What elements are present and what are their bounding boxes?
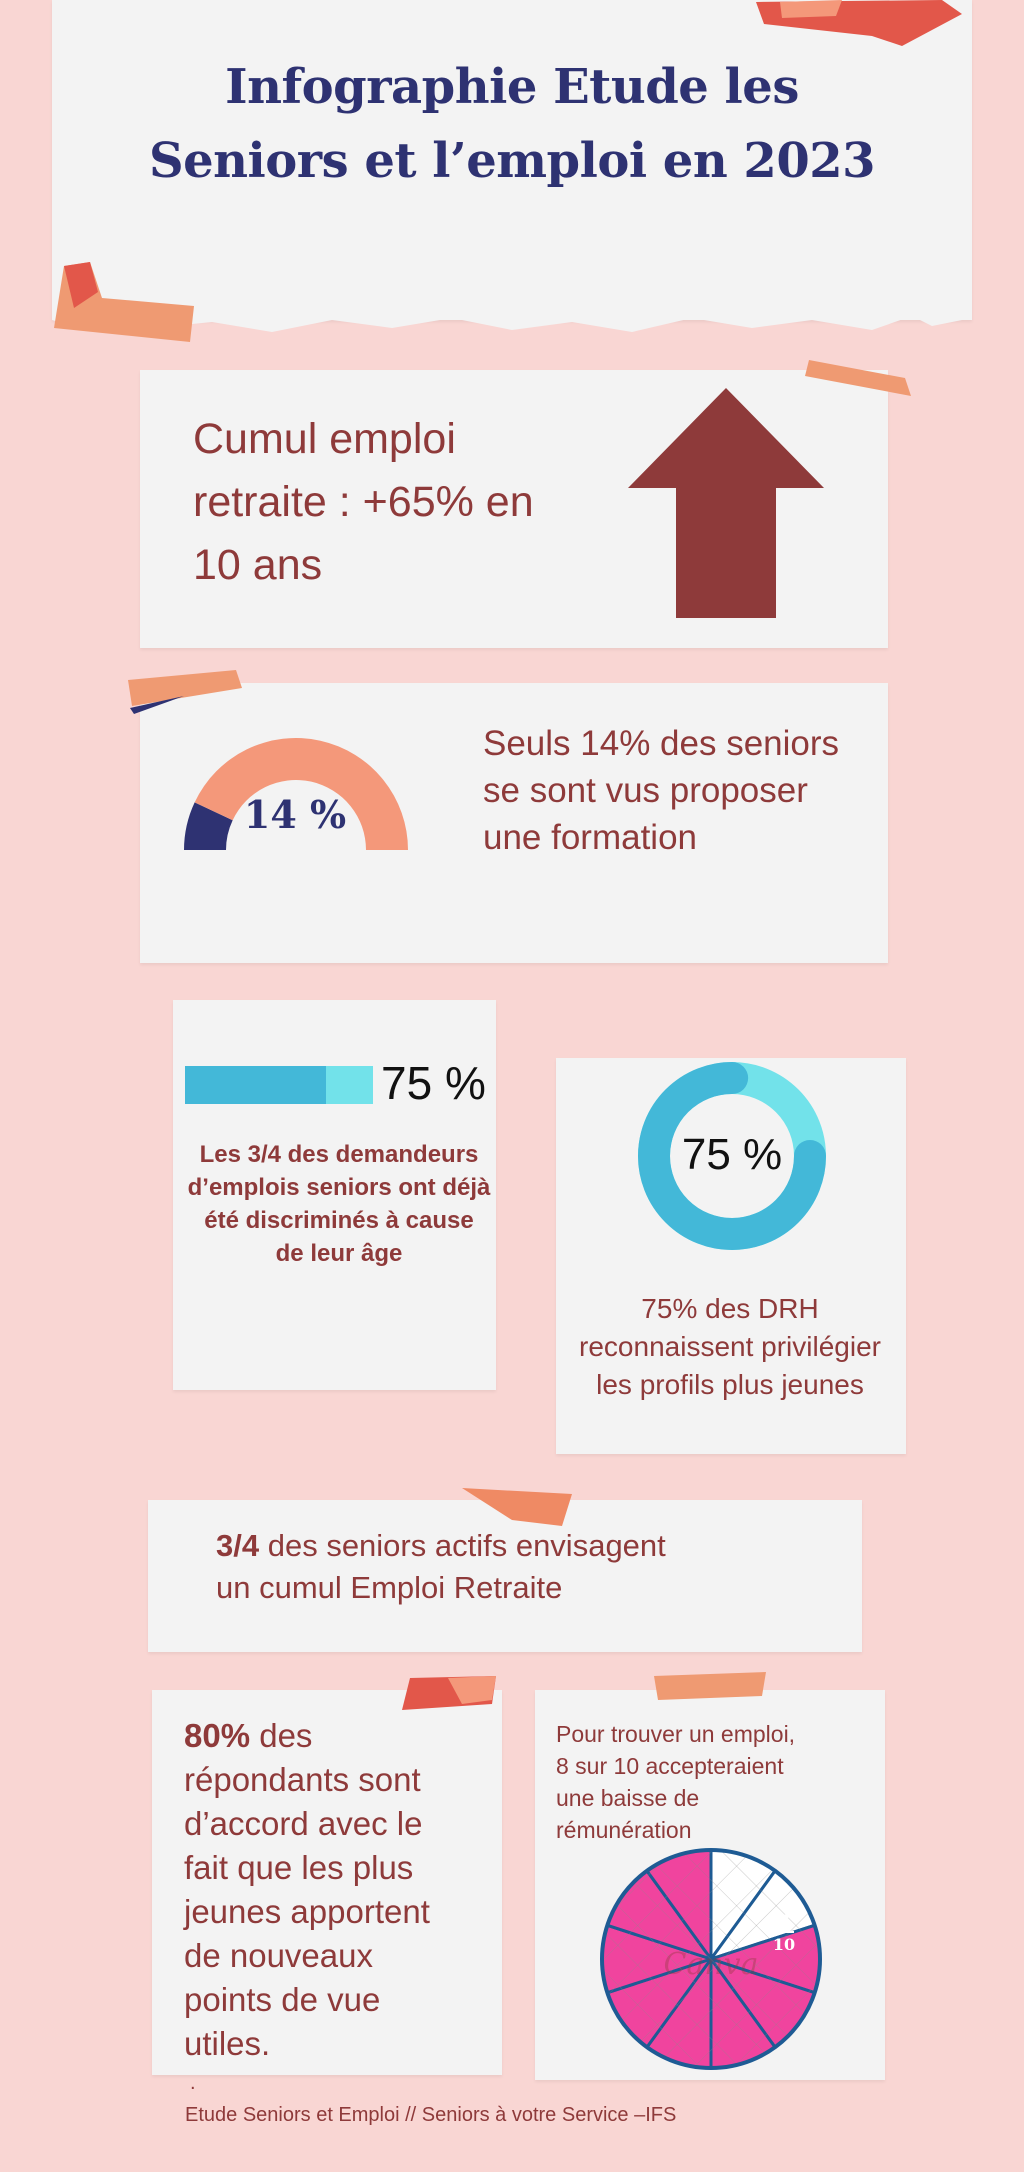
gauge-remainder-segment [194, 738, 408, 850]
cumul-envisage-text: 3/4 des seniors actifs envisagent un cum… [216, 1528, 666, 1605]
discrimination-card [173, 1000, 496, 1390]
arrow-up-icon [628, 388, 824, 618]
title-line-1: Infographie Etude les [225, 59, 799, 115]
tape-decoration [402, 1676, 496, 1710]
progress-bar-fill [185, 1066, 326, 1104]
tape-decoration [756, 0, 962, 46]
progress-bar [185, 1066, 373, 1104]
eighty-percent-text: 80% des répondants sont d’accord avec le… [184, 1717, 430, 2062]
footer-text: Etude Seniors et Emploi // Seniors à vot… [185, 2104, 677, 2126]
donut-value-label: 75 % [681, 1130, 783, 1179]
title-line-2: Seniors et l’emploi en 2023 [148, 133, 876, 189]
progress-bar-label: 75 % [381, 1057, 486, 1109]
pie-watermark: Canva [664, 1947, 759, 1982]
pie-chart: Canva 8 10 [600, 1848, 822, 2070]
pie-border [600, 1848, 822, 2070]
remuneration-text: Pour trouver un emploi, 8 sur 10 accepte… [556, 1721, 796, 1843]
tape-decoration [54, 262, 194, 342]
cumul-envisage-card [148, 1500, 862, 1652]
gauge-chart [184, 738, 408, 850]
pie-hatch-overlay [602, 1850, 820, 2068]
pie-fraction-denominator: 10 [773, 1935, 795, 1954]
discrimination-text: Les 3/4 des demandeurs d’emplois seniors… [187, 1141, 491, 1267]
pie-fraction-numerator: 8 [778, 1911, 789, 1930]
torn-edge [52, 304, 972, 332]
tape-decoration [128, 670, 242, 714]
tape-decoration [805, 360, 911, 396]
eighty-percent-card [152, 1690, 502, 2075]
drh-text: 75% des DRH reconnaissent privilégier le… [579, 1293, 881, 1400]
gauge-value-segment [184, 802, 233, 850]
gauge-value-label: 14 % [243, 792, 347, 837]
cumul-text: Cumul emploi retraite : +65% en 10 ans [193, 415, 534, 589]
page-title: Infographie Etude les Seniors et l’emplo… [52, 50, 972, 198]
footer-dot: . [190, 2072, 196, 2094]
donut-chart [638, 1062, 826, 1250]
title-card [52, 0, 972, 332]
formation-text: Seuls 14% des seniors se sont vus propos… [483, 724, 840, 857]
formation-card [140, 683, 888, 963]
tape-decoration [654, 1672, 766, 1700]
drh-card [556, 1058, 906, 1454]
tape-decoration [462, 1488, 572, 1526]
donut-value-arc [638, 1062, 826, 1250]
